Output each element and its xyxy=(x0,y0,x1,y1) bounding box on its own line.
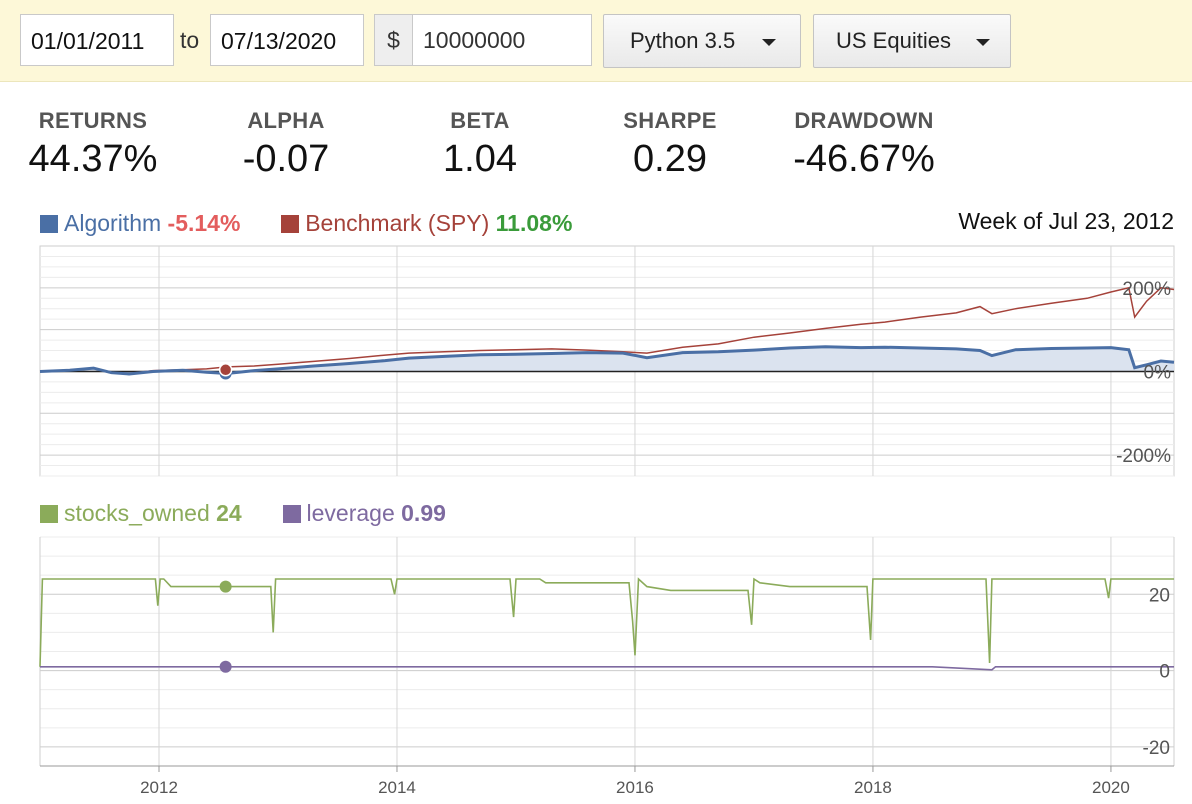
start-date-input[interactable]: 01/01/2011 xyxy=(20,14,174,66)
universe-dropdown[interactable]: US Equities xyxy=(813,14,1011,68)
positions-legend: stocks_owned 24 leverage 0.99 xyxy=(40,499,446,527)
legend-value: 24 xyxy=(216,500,242,526)
legend-value: 11.08% xyxy=(495,210,573,236)
benchmark-hover-point xyxy=(218,363,233,377)
stat-label: DRAWDOWN xyxy=(794,108,934,133)
y-tick-label: 200% xyxy=(1122,279,1171,300)
legend-swatch xyxy=(282,505,301,523)
legend-label: Algorithm xyxy=(64,210,162,236)
language-dropdown[interactable]: Python 3.5 xyxy=(603,14,801,68)
legend-value: -5.14% xyxy=(167,210,241,236)
y-tick-label: 0% xyxy=(1144,362,1172,383)
y-tick-label: 0 xyxy=(1159,662,1170,683)
legend-label: Benchmark (SPY) xyxy=(305,210,490,236)
capital-field[interactable]: $ 10000000 xyxy=(374,14,592,66)
stat-label: ALPHA xyxy=(247,108,325,133)
currency-symbol: $ xyxy=(375,15,413,65)
x-tick-label: 2020 xyxy=(1092,778,1130,797)
date-range-to-label: to xyxy=(180,27,200,53)
stat-alpha: ALPHA -0.07 xyxy=(226,108,346,181)
universe-dropdown-label: US Equities xyxy=(836,28,951,53)
x-tick-label: 2014 xyxy=(378,778,416,797)
hover-week-label: Week of Jul 23, 2012 xyxy=(958,208,1174,234)
x-tick-label: 2016 xyxy=(616,778,654,797)
stocks-owned-hover-point xyxy=(219,580,232,593)
benchmark-line xyxy=(39,286,1175,375)
legend-item-benchmark[interactable]: Benchmark (SPY) 11.08% xyxy=(281,210,572,236)
legend-swatch xyxy=(40,505,58,523)
positions-plot-area xyxy=(40,537,1174,766)
algorithm-hover-point xyxy=(219,367,232,380)
capital-input[interactable]: 10000000 xyxy=(423,27,526,53)
legend-item-algorithm[interactable]: Algorithm -5.14% xyxy=(40,210,247,236)
stat-value: 44.37% xyxy=(28,138,158,180)
x-tick-label: 2012 xyxy=(140,778,178,797)
returns-chart[interactable]: 200% 0% -200% xyxy=(39,245,1175,477)
chevron-down-icon xyxy=(762,39,776,46)
leverage-line xyxy=(40,666,1174,671)
legend-item-stocks-owned[interactable]: stocks_owned 24 xyxy=(40,500,248,526)
legend-swatch xyxy=(281,215,300,233)
stat-value: -46.67% xyxy=(793,138,935,180)
stat-beta: BETA 1.04 xyxy=(420,108,540,181)
y-tick-label: 20 xyxy=(1149,585,1170,606)
returns-legend: Algorithm -5.14% Benchmark (SPY) 11.08% xyxy=(40,209,572,237)
stat-value: 0.29 xyxy=(633,138,707,180)
language-dropdown-label: Python 3.5 xyxy=(630,28,736,53)
stat-sharpe: SHARPE 0.29 xyxy=(610,108,730,181)
x-tick-label: 2018 xyxy=(854,778,892,797)
legend-value: 0.99 xyxy=(401,500,446,526)
legend-swatch xyxy=(40,215,58,233)
legend-label: stocks_owned xyxy=(64,500,210,526)
stat-returns: RETURNS 44.37% xyxy=(20,108,166,181)
chevron-down-icon xyxy=(976,39,990,46)
stat-label: BETA xyxy=(450,108,510,133)
stat-value: 1.04 xyxy=(443,138,517,180)
stat-label: SHARPE xyxy=(623,108,717,133)
y-tick-label: -20 xyxy=(1143,738,1170,759)
stat-label: RETURNS xyxy=(38,108,148,133)
returns-plot-area xyxy=(39,245,1175,477)
legend-item-leverage[interactable]: leverage 0.99 xyxy=(282,500,446,526)
y-tick-label: -200% xyxy=(1116,446,1171,467)
positions-chart[interactable]: 20 0 -20 2012 2014 2016 2018 2020 xyxy=(39,536,1175,797)
end-date-input[interactable]: 07/13/2020 xyxy=(210,14,364,66)
algorithm-line xyxy=(39,345,1175,376)
legend-label: leverage xyxy=(306,500,395,526)
leverage-hover-point xyxy=(219,660,232,673)
stat-drawdown: DRAWDOWN -46.67% xyxy=(786,108,942,181)
algorithm-area xyxy=(40,346,1174,374)
stocks-owned-line xyxy=(39,577,1174,667)
backtest-toolbar: 01/01/2011 to 07/13/2020 $ 10000000 Pyth… xyxy=(0,0,1192,82)
stat-value: -0.07 xyxy=(242,138,330,180)
